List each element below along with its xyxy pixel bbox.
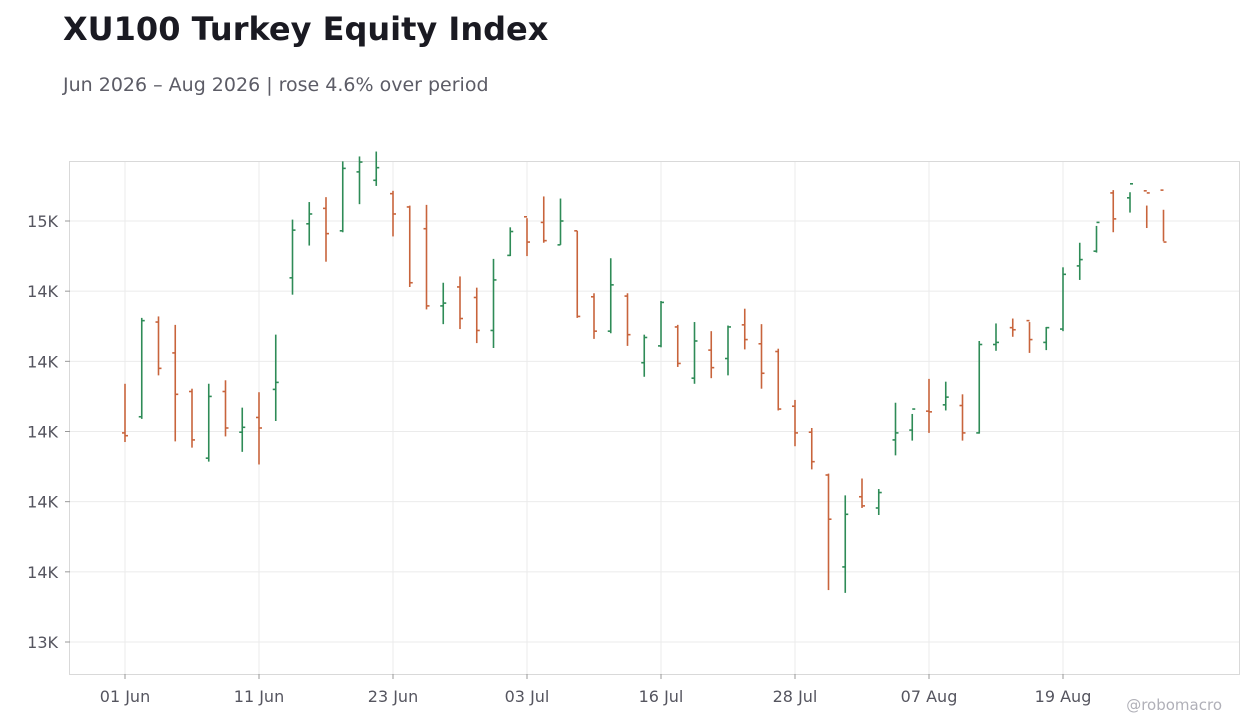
ohlc-bar: [189, 388, 195, 448]
ohlc-bar: [758, 324, 765, 389]
ohlc-bar: [942, 381, 949, 411]
ohlc-bar: [507, 227, 514, 257]
ohlc-bar: [775, 348, 782, 411]
ohlc-bar: [390, 190, 396, 237]
ohlc-bar: [222, 380, 229, 437]
x-tick-label: 03 Jul: [505, 687, 550, 706]
ohlc-bar: [691, 322, 698, 384]
ohlc-bar: [1110, 190, 1117, 233]
ohlc-bar: [741, 308, 748, 350]
ohlc-bar: [591, 293, 597, 339]
y-tick-label: 14K: [27, 282, 58, 301]
ohlc-bar: [205, 383, 212, 462]
ohlc-bar: [641, 334, 648, 377]
ohlc-bar: [1043, 326, 1050, 351]
ohlc-bar: [792, 399, 798, 447]
ohlc-bar: [1160, 189, 1167, 243]
x-tick-label: 28 Jul: [773, 687, 818, 706]
ohlc-bar: [1127, 183, 1133, 213]
y-tick-label: 14K: [27, 352, 58, 371]
ohlc-bar: [440, 282, 447, 325]
ohlc-bar: [993, 323, 999, 351]
ohlc-bar: [1076, 242, 1083, 280]
ohlc-bar: [122, 383, 128, 443]
ohlc-bar: [909, 408, 916, 441]
ohlc-bar: [875, 489, 882, 515]
ohlc-bar: [1009, 318, 1016, 337]
x-tick-label: 01 Jun: [100, 687, 150, 706]
ohlc-bar: [356, 156, 363, 205]
x-tick-label: 11 Jun: [234, 687, 284, 706]
ohlc-bar: [172, 324, 179, 442]
ohlc-bar: [557, 198, 564, 246]
ohlc-bar: [524, 215, 530, 257]
y-tick-label: 14K: [27, 493, 58, 512]
chart-subtitle: Jun 2026 – Aug 2026 | rose 4.6% over per…: [63, 74, 489, 96]
plot-frame: [69, 161, 1240, 675]
ohlc-bar: [272, 334, 279, 421]
ohlc-bar: [138, 317, 145, 419]
ohlc-bar: [658, 300, 664, 348]
ohlc-bar: [574, 230, 581, 318]
x-axis: 01 Jun 11 Jun 23 Jun 03 Jul 16 Jul 28 Jul 07 A…: [100, 674, 1092, 706]
y-tick-label: 14K: [27, 423, 58, 442]
ohlc-bar: [323, 197, 329, 262]
x-tick-label: 23 Jun: [368, 687, 418, 706]
ohlc-series: [122, 151, 1167, 593]
grid-layer: [70, 162, 1239, 674]
y-tick-label: 14K: [27, 563, 58, 582]
y-axis: 13K 14K 14K 14K 14K 14K 15K: [27, 212, 70, 652]
ohlc-bar: [842, 495, 849, 593]
ohlc-bar: [155, 316, 162, 376]
y-tick-label: 15K: [27, 212, 58, 231]
ohlc-bar: [892, 402, 899, 456]
ohlc-bar: [976, 340, 983, 434]
ohlc-bar: [306, 202, 313, 246]
ohlc-bar: [457, 276, 463, 330]
ohlc-bar: [373, 151, 380, 186]
chart-title: XU100 Turkey Equity Index: [63, 10, 549, 48]
ohlc-bar: [674, 324, 681, 367]
ohlc-bar: [825, 473, 832, 591]
x-tick-label: 19 Aug: [1035, 687, 1092, 706]
ohlc-bar: [239, 407, 246, 452]
ohlc-bar: [1143, 190, 1150, 229]
ohlc-bar: [725, 325, 731, 376]
ohlc-bar: [808, 427, 815, 470]
ohlc-bar: [256, 392, 262, 465]
ohlc-bar: [289, 219, 296, 295]
ohlc-bar: [406, 205, 413, 287]
chart-credit: @robomacro: [1126, 696, 1222, 714]
ohlc-bar: [1026, 319, 1033, 353]
ohlc-bar: [607, 258, 614, 334]
ohlc-bar: [339, 161, 346, 233]
ohlc-bar: [423, 204, 430, 310]
ohlc-bar: [473, 287, 480, 344]
ohlc-bar: [1093, 221, 1100, 253]
ohlc-bar: [926, 378, 932, 433]
ohlc-bar: [540, 196, 547, 243]
ohlc-bar: [708, 331, 715, 379]
y-tick-label: 13K: [27, 633, 58, 652]
ohlc-bar: [959, 394, 966, 441]
ohlc-bar: [624, 293, 631, 346]
ohlc-bar: [1060, 267, 1066, 332]
x-tick-label: 07 Aug: [901, 687, 958, 706]
ohlc-bar: [490, 258, 497, 349]
x-tick-label: 16 Jul: [639, 687, 684, 706]
ohlc-bar: [859, 478, 865, 508]
